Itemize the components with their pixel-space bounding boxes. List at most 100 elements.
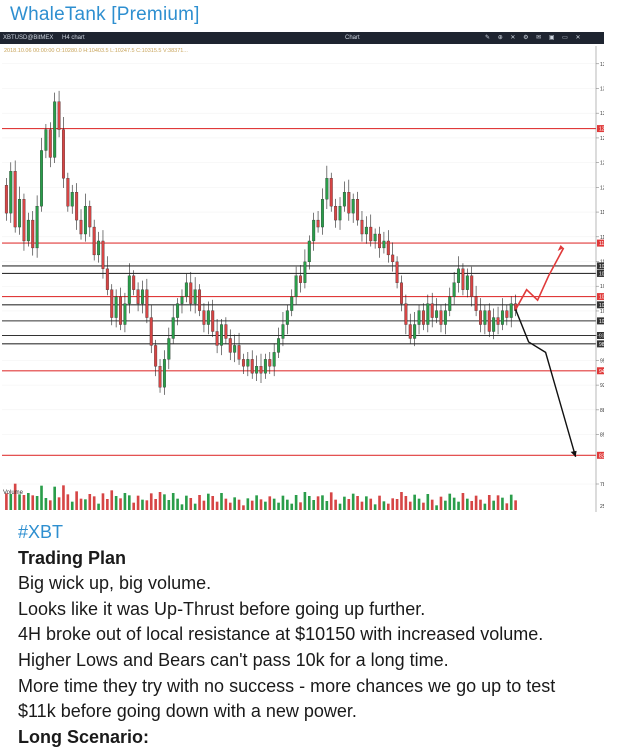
volume-bar: [294, 495, 298, 510]
candle-body: [492, 317, 496, 332]
volume-bar: [509, 494, 513, 510]
price-chart[interactable]: 12914.111269.510941.810833.510501.610383…: [0, 32, 624, 515]
price-tick-label: 11360.0: [600, 235, 604, 241]
volume-bar: [44, 498, 48, 510]
price-tick-label: 10295.0: [600, 309, 604, 315]
volume-bar: [365, 496, 368, 510]
price-tick-label: 13845.0: [600, 62, 604, 68]
candle-body: [9, 171, 13, 214]
chart-canvas[interactable]: 12914.111269.510941.810833.510501.610383…: [0, 32, 624, 515]
price-tick-label: 7810.0: [600, 482, 604, 488]
volume-bar: [18, 494, 21, 510]
long-arrow-head: [557, 244, 564, 251]
candle-body: [228, 338, 232, 353]
message-line: Higher Lows and Bears can't pass 10k for…: [18, 649, 449, 670]
candle-body: [26, 219, 30, 242]
candle-body: [430, 303, 434, 318]
message-line: Looks like it was Up-Thrust before going…: [18, 598, 426, 619]
volume-bar: [79, 498, 83, 510]
price-tick-label: 11715.0: [600, 210, 604, 216]
volume-bar: [426, 494, 430, 510]
candle-body: [500, 310, 504, 325]
volume-bar: [132, 502, 136, 510]
volume-bar: [237, 499, 241, 510]
candle-body: [48, 129, 52, 158]
message-body: #XBT Trading Plan Big wick up, big volum…: [18, 520, 616, 750]
price-level-value: 9436.1: [599, 369, 604, 375]
volume-bar: [136, 495, 140, 510]
candle-body: [66, 178, 70, 207]
candle-body: [474, 296, 478, 311]
candle-body: [378, 233, 381, 249]
price-tick-label: 9230.0: [600, 383, 604, 389]
volume-bar: [290, 503, 294, 510]
volume-bar: [422, 502, 425, 510]
price-tick-label: 10650.0: [600, 284, 604, 290]
candle-body: [461, 268, 465, 290]
candle-body: [127, 275, 131, 304]
candle-body: [233, 345, 237, 353]
candle-body: [395, 261, 399, 283]
volume-bar: [457, 501, 460, 510]
volume-bar: [62, 485, 65, 510]
volume-bar: [202, 500, 206, 510]
volume-bar: [501, 497, 504, 510]
toolbar-icons[interactable]: ✎ ⊕ ✕ ⚙ ✉ ▣ ▭ ✕: [485, 35, 584, 41]
candle-body: [101, 240, 105, 269]
candle-body: [193, 289, 197, 304]
volume-bar: [312, 500, 315, 510]
volume-bar: [171, 493, 175, 510]
volume-bar: [492, 500, 495, 510]
candle-body: [198, 289, 202, 311]
candle-body: [369, 226, 373, 242]
volume-bar: [57, 497, 61, 510]
volume-bar: [31, 495, 35, 510]
price-level-value: 11269.5: [599, 241, 604, 247]
hashtag-link[interactable]: #XBT: [18, 522, 64, 542]
price-level-value: 9822.5: [599, 342, 604, 348]
price-tick-label: 12070.0: [600, 185, 604, 191]
volume-bar: [466, 498, 469, 510]
volume-bar: [299, 502, 302, 510]
candle-body: [149, 317, 153, 346]
volume-bar: [514, 500, 517, 510]
candle-body: [277, 338, 281, 353]
volume-bar: [430, 499, 434, 510]
volume-bar: [259, 499, 263, 510]
volume-bar: [356, 496, 359, 510]
candle-body: [417, 310, 421, 325]
volume-bar: [470, 501, 474, 510]
candle-body: [496, 317, 500, 325]
candle-body: [373, 233, 377, 242]
candle-body: [325, 178, 329, 200]
candle-body: [75, 192, 79, 221]
volume-bar: [487, 495, 491, 510]
candle-body: [119, 296, 122, 325]
volume-bar: [255, 495, 258, 510]
candle-body: [408, 324, 412, 339]
volume-bar: [110, 490, 114, 510]
candle-body: [505, 310, 509, 318]
candle-body: [154, 345, 158, 367]
candle-body: [132, 275, 136, 290]
volume-readout: 2583089: [600, 504, 604, 510]
volume-bar: [48, 500, 52, 510]
volume-bar: [193, 503, 197, 510]
price-tick-label: 13135.0: [600, 111, 604, 117]
volume-bar: [395, 499, 399, 510]
candle-body: [312, 219, 316, 242]
candle-body: [92, 226, 96, 256]
candle-body: [79, 219, 83, 235]
symbol-label[interactable]: XBTUSD@BitMEX: [3, 35, 54, 41]
volume-bar: [84, 499, 87, 510]
candle-body: [53, 101, 57, 158]
volume-bar: [351, 493, 355, 510]
volume-bar: [373, 504, 377, 510]
candle-body: [386, 240, 390, 256]
interval-label[interactable]: H4 chart: [62, 35, 85, 41]
volume-bar: [268, 496, 272, 510]
candle-body: [97, 240, 101, 256]
volume-bar: [233, 497, 236, 510]
volume-bar: [281, 495, 285, 510]
volume-bar: [22, 495, 26, 510]
